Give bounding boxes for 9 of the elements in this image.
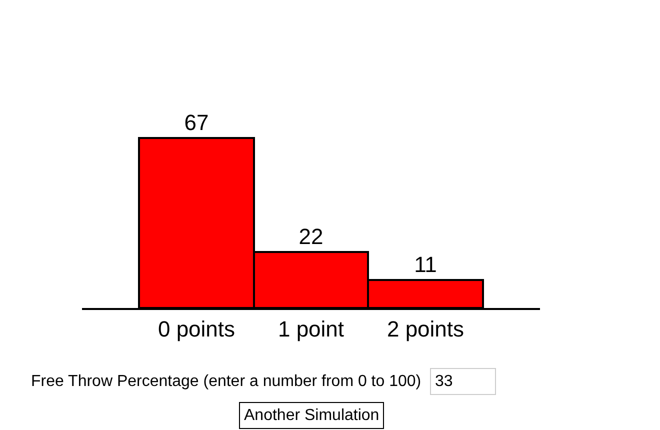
x-tick-label: 0 points bbox=[158, 316, 236, 342]
data-label: 11 bbox=[414, 252, 437, 277]
data-label: 22 bbox=[298, 224, 324, 249]
text: Another Simulation bbox=[244, 407, 380, 424]
data-label: 67 bbox=[184, 110, 209, 135]
x-tick-label: 2 points bbox=[386, 316, 464, 342]
text: Free Throw Percentage (enter a number from 0 to 100) bbox=[31, 373, 422, 390]
text: 33 bbox=[435, 373, 453, 390]
x-tick-label: 1 point bbox=[278, 316, 344, 342]
